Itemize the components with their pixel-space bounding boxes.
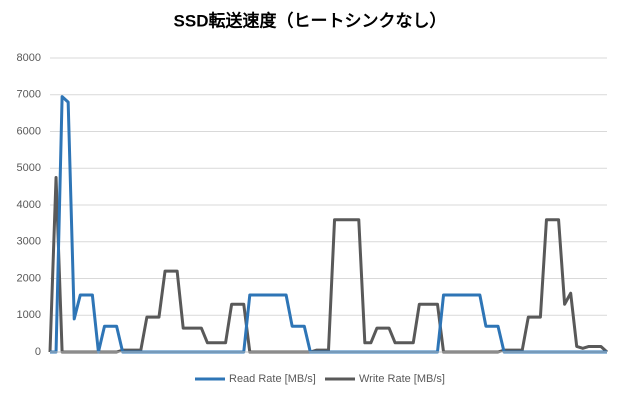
y-tick-label: 7000 — [17, 89, 41, 101]
y-tick-label: 4000 — [17, 199, 41, 211]
data-line — [48, 175, 609, 354]
y-tick-label: 3000 — [17, 236, 41, 248]
legend-label: Read Rate [MB/s] — [229, 373, 316, 385]
y-tick-label: 0 — [35, 346, 41, 358]
y-tick-label: 1000 — [17, 309, 41, 321]
legend-label: Write Rate [MB/s] — [359, 373, 445, 385]
y-tick-label: 5000 — [17, 162, 41, 174]
chart-title: SSD転送速度（ヒートシンクなし） — [174, 10, 447, 30]
y-tick-label: 2000 — [17, 272, 41, 284]
y-tick-label: 6000 — [17, 125, 41, 137]
y-tick-label: 8000 — [17, 52, 41, 64]
